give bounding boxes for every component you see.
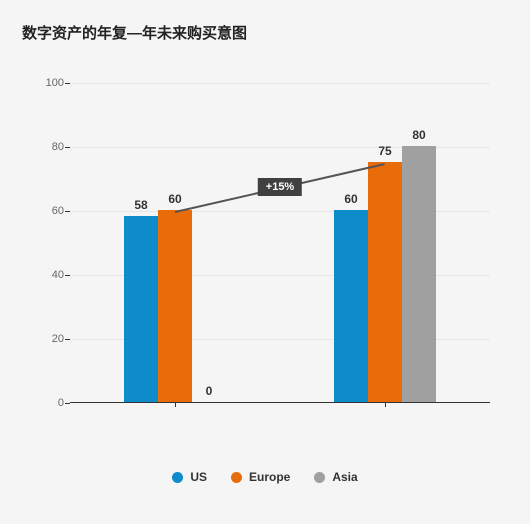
y-tick <box>65 211 70 212</box>
value-label: 75 <box>365 144 405 158</box>
bar-us <box>124 216 158 402</box>
y-tick <box>65 339 70 340</box>
chart: 02040608010058600607580+15% <box>22 83 508 443</box>
legend-swatch <box>314 472 325 483</box>
bar-europe <box>158 210 192 402</box>
value-label: 60 <box>331 192 371 206</box>
x-tick <box>385 402 386 407</box>
y-axis-label: 100 <box>36 77 64 89</box>
bar-us <box>334 210 368 402</box>
grid-line <box>70 83 490 84</box>
legend-item: Europe <box>231 470 290 484</box>
legend-item: Asia <box>314 470 357 484</box>
value-label: 0 <box>189 384 229 398</box>
bar-asia <box>402 146 436 402</box>
plot-area: 02040608010058600607580+15% <box>70 83 490 403</box>
y-tick <box>65 147 70 148</box>
y-axis-label: 40 <box>36 269 64 281</box>
y-tick <box>65 275 70 276</box>
bar-europe <box>368 162 402 402</box>
x-tick <box>175 402 176 407</box>
value-label: 60 <box>155 192 195 206</box>
legend-item: US <box>172 470 207 484</box>
legend-label: Europe <box>249 470 290 484</box>
legend: US Europe Asia <box>0 470 530 484</box>
legend-label: US <box>190 470 207 484</box>
y-axis-label: 0 <box>36 397 64 409</box>
y-tick <box>65 83 70 84</box>
chart-title: 数字资产的年复—年未来购买意图 <box>22 22 508 43</box>
trend-badge: +15% <box>258 178 302 196</box>
y-tick <box>65 403 70 404</box>
y-axis-label: 60 <box>36 205 64 217</box>
page: 数字资产的年复—年未来购买意图 02040608010058600607580+… <box>0 0 530 524</box>
legend-swatch <box>231 472 242 483</box>
y-axis-label: 20 <box>36 333 64 345</box>
value-label: 80 <box>399 128 439 142</box>
legend-swatch <box>172 472 183 483</box>
y-axis-label: 80 <box>36 141 64 153</box>
legend-label: Asia <box>332 470 357 484</box>
